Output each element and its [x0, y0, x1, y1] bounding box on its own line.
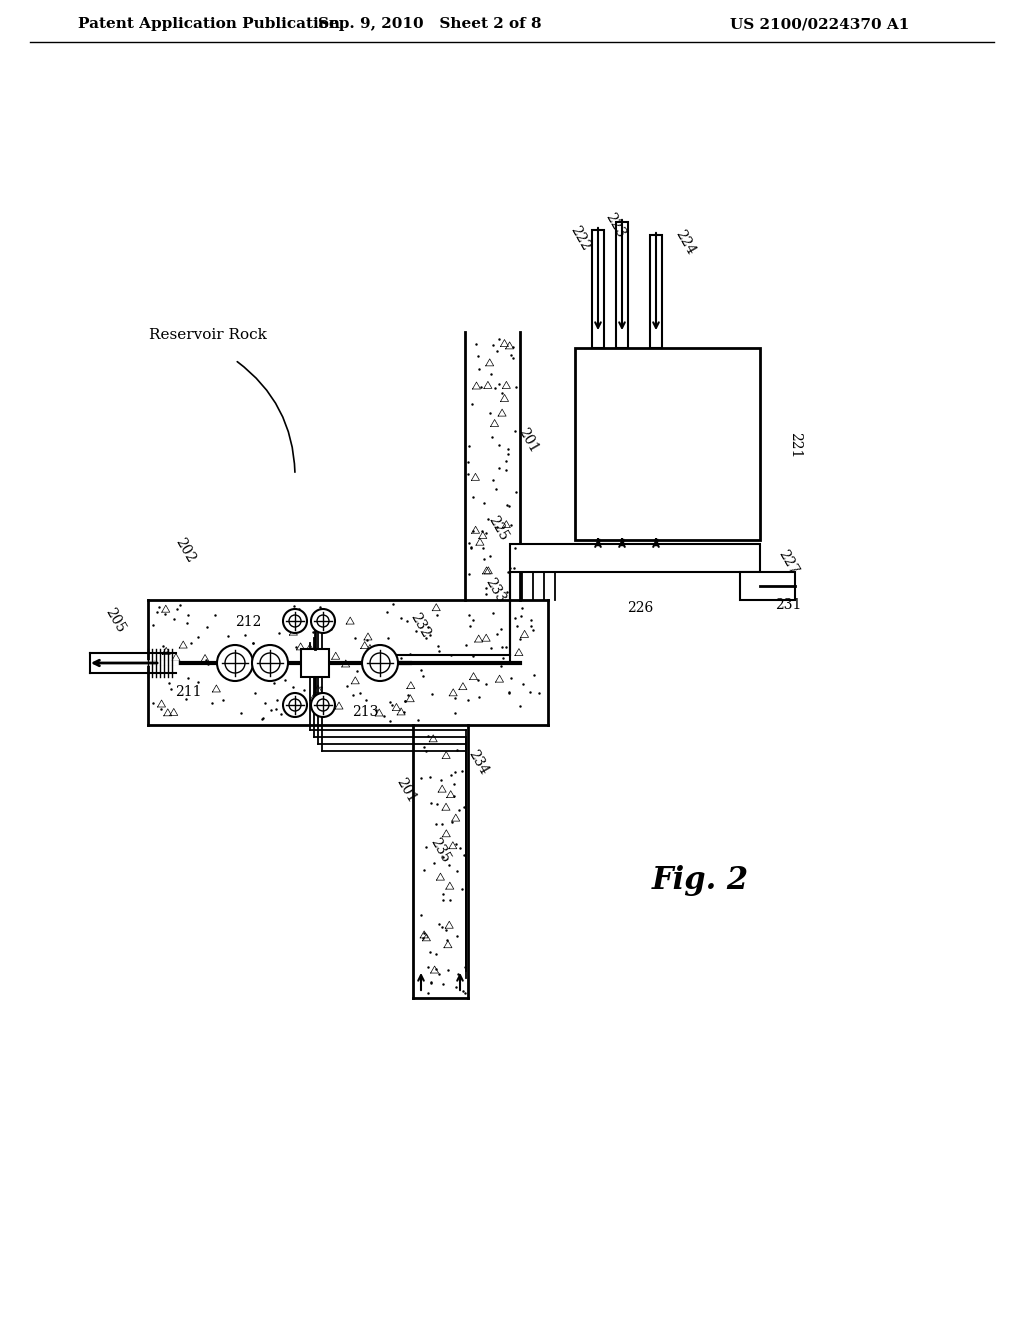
- Bar: [740, 572, 795, 601]
- Text: 235: 235: [427, 836, 453, 865]
- Bar: [650, 235, 662, 348]
- Text: US 2100/0224370 A1: US 2100/0224370 A1: [730, 17, 909, 30]
- Circle shape: [252, 645, 288, 681]
- Circle shape: [362, 645, 398, 681]
- Text: 212: 212: [234, 615, 261, 630]
- Text: 226: 226: [627, 601, 653, 615]
- Text: Patent Application Publication: Patent Application Publication: [78, 17, 340, 30]
- Text: 221: 221: [788, 432, 802, 458]
- Bar: [301, 649, 329, 677]
- Text: Fig. 2: Fig. 2: [651, 865, 749, 895]
- Text: 232: 232: [408, 610, 432, 640]
- Text: 205: 205: [102, 605, 128, 635]
- Circle shape: [311, 693, 335, 717]
- Text: Reservoir Rock: Reservoir Rock: [150, 327, 267, 342]
- Text: 231: 231: [775, 598, 802, 612]
- Circle shape: [311, 609, 335, 634]
- Text: 224: 224: [673, 227, 697, 257]
- Text: 202: 202: [172, 535, 198, 565]
- Text: 233: 233: [482, 576, 508, 605]
- Bar: [592, 230, 604, 348]
- Circle shape: [283, 693, 307, 717]
- Text: 223: 223: [602, 210, 628, 240]
- Text: 225: 225: [485, 513, 511, 543]
- FancyArrowPatch shape: [238, 362, 295, 473]
- Text: 211: 211: [175, 685, 202, 700]
- Bar: [510, 544, 760, 572]
- Bar: [575, 348, 760, 540]
- Text: Sep. 9, 2010   Sheet 2 of 8: Sep. 9, 2010 Sheet 2 of 8: [318, 17, 542, 30]
- Circle shape: [283, 609, 307, 634]
- Text: 227: 227: [775, 546, 801, 577]
- Text: 201: 201: [515, 425, 541, 455]
- Circle shape: [217, 645, 253, 681]
- Text: 234: 234: [465, 747, 490, 777]
- Text: 201: 201: [393, 775, 419, 805]
- Text: 213: 213: [352, 705, 378, 719]
- Bar: [616, 222, 628, 348]
- Text: 222: 222: [567, 223, 593, 253]
